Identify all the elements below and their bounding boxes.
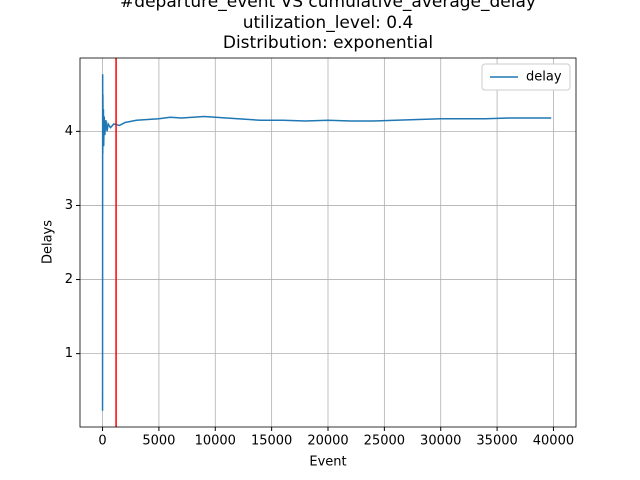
y-tick-label: 2 [65, 272, 73, 287]
x-tick-label: 35000 [476, 434, 517, 449]
legend-box [481, 63, 571, 91]
plot-frame [79, 57, 577, 428]
legend-label: delay [526, 70, 562, 85]
x-axis-label: Event [309, 455, 346, 470]
x-tick-label: 5000 [142, 434, 175, 449]
x-tick-label: 30000 [420, 434, 461, 449]
y-tick-label: 4 [65, 124, 73, 139]
chart-title: #departure_event VS cumulative_average_d… [120, 0, 536, 12]
x-tick-label: 20000 [307, 434, 348, 449]
chart-title: Distribution: exponential [223, 33, 433, 53]
x-tick-label: 0 [98, 434, 106, 449]
x-tick-label: 25000 [364, 434, 405, 449]
y-tick-label: 3 [65, 198, 73, 213]
y-tick-label: 1 [65, 346, 73, 361]
x-tick-label: 15000 [251, 434, 292, 449]
x-tick-label: 10000 [195, 434, 236, 449]
data-line [101, 74, 552, 411]
y-axis-label: Delays [41, 220, 56, 264]
x-tick-label: 40000 [533, 434, 574, 449]
chart-title: utilization_level: 0.4 [243, 13, 414, 33]
